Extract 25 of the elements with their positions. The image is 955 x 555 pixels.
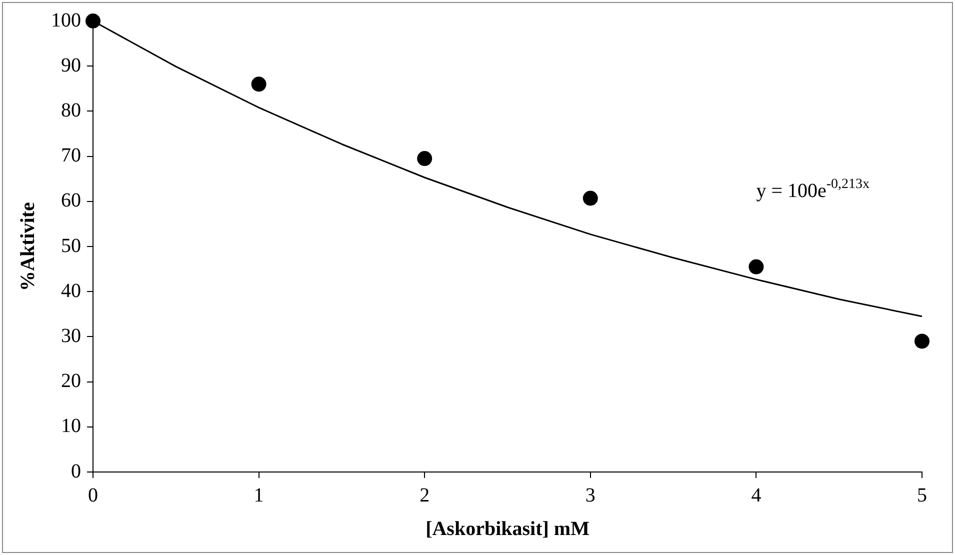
y-tick-label: 30 xyxy=(61,324,81,347)
point xyxy=(748,259,764,274)
y-tick-label: 50 xyxy=(61,234,81,257)
point xyxy=(914,334,930,349)
x-tick-label: 5 xyxy=(917,484,927,506)
x-tick-label: 3 xyxy=(585,484,596,506)
y-tick-label: 80 xyxy=(61,99,81,122)
x-tick-label: 1 xyxy=(254,484,264,506)
point xyxy=(417,151,432,166)
x-tick-label: 2 xyxy=(420,484,430,506)
y-tick-label: 60 xyxy=(61,190,81,212)
point xyxy=(86,14,100,28)
y-tick-label: 0 xyxy=(71,460,81,482)
y-axis-title: %Aktivite xyxy=(17,202,40,291)
point xyxy=(582,190,598,206)
x-tick-label: 4 xyxy=(751,484,762,506)
y-tick-label: 40 xyxy=(61,280,81,302)
y-tick-label: 10 xyxy=(61,415,81,438)
point xyxy=(251,76,266,92)
y-tick-label: 20 xyxy=(61,370,81,392)
x-axis-title: [Askorbikasit] mM xyxy=(426,518,590,540)
y-tick-label: 90 xyxy=(61,54,81,76)
x-tick-label: 0 xyxy=(88,484,98,506)
y-tick-label: 70 xyxy=(61,144,81,167)
y-tick-label: 100 xyxy=(51,9,81,32)
